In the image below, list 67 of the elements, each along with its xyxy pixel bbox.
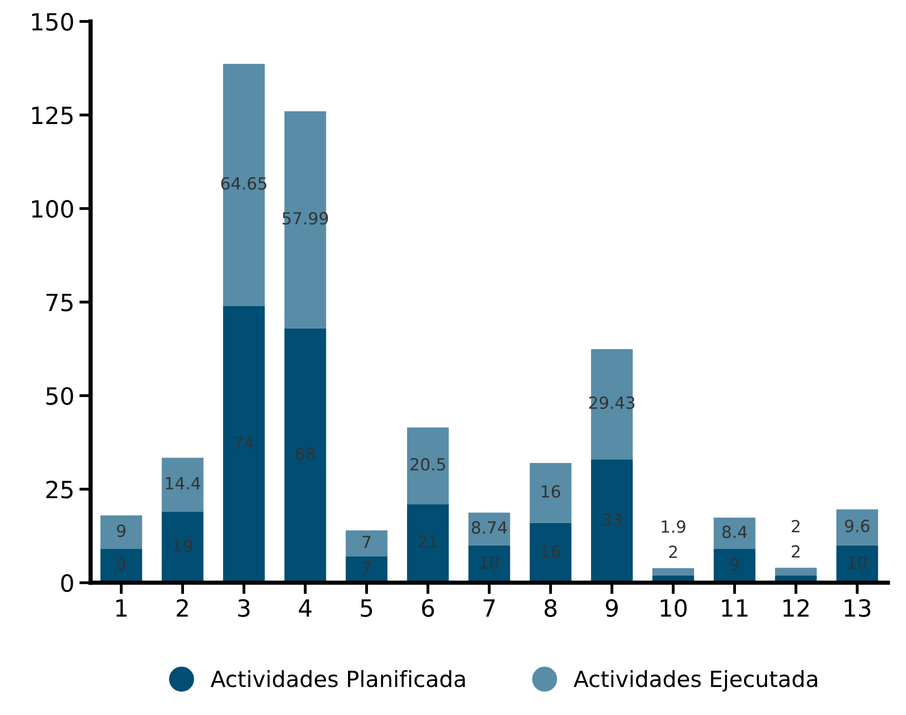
bar	[714, 549, 756, 583]
legend-label: Actividades Ejecutada	[574, 670, 818, 692]
y-tick-label: 25	[46, 480, 73, 498]
x-tick-label: 1	[116, 599, 127, 617]
bar	[162, 512, 204, 583]
bar	[836, 509, 878, 546]
y-tick-label: 150	[32, 12, 74, 31]
bar	[591, 459, 633, 583]
x-tick-label: 5	[360, 599, 372, 617]
x-tick-label: 12	[783, 599, 809, 617]
data-label: 9	[117, 524, 126, 538]
data-label: 21	[418, 536, 437, 548]
bar	[530, 462, 572, 523]
bar	[714, 518, 756, 550]
data-label: 10	[480, 556, 499, 569]
data-label: 7	[362, 536, 370, 548]
legend-label: Actividades Planificada	[210, 670, 465, 688]
data-label: 9	[730, 558, 739, 571]
data-label: 20.5	[410, 458, 446, 471]
data-label: 1.9	[662, 520, 686, 533]
data-label: 74	[234, 436, 254, 449]
bar	[223, 306, 265, 583]
bar	[346, 556, 388, 583]
x-tick-label: 3	[238, 599, 250, 617]
bar	[284, 111, 326, 328]
bar	[223, 64, 265, 306]
x-tick-label: 11	[722, 599, 748, 617]
bar	[468, 512, 510, 546]
data-label: 2	[792, 520, 800, 532]
y-tick-label: 100	[32, 200, 74, 218]
data-label: 7	[362, 562, 370, 574]
data-label: 16	[542, 545, 560, 558]
bar	[407, 504, 449, 583]
data-label: 14.4	[166, 477, 200, 490]
bar	[100, 549, 142, 583]
x-tick-label: 2	[176, 599, 188, 617]
x-tick-label: 8	[544, 599, 556, 617]
bar	[407, 427, 449, 504]
x-tick-label: 4	[298, 599, 312, 617]
x-tick-label: 7	[484, 599, 495, 617]
data-label: 19	[174, 539, 192, 552]
x-tick-label: 9	[606, 599, 618, 617]
bar	[284, 328, 326, 583]
y-tick-label: 125	[32, 106, 73, 124]
x-tick-label: 10	[660, 599, 687, 617]
bar	[100, 515, 142, 550]
bar	[162, 458, 204, 512]
data-label: 68	[296, 448, 315, 460]
data-label: 8.74	[472, 521, 507, 534]
bar	[591, 349, 633, 460]
data-label: 9.6	[845, 520, 870, 532]
x-tick-label: 13	[844, 599, 870, 617]
y-tick-label: 50	[46, 387, 74, 405]
data-label: 2	[669, 546, 677, 558]
data-label: 8.4	[722, 526, 747, 538]
bar	[652, 568, 694, 576]
data-label: 9	[117, 558, 126, 571]
x-tick-label: 6	[422, 599, 434, 617]
y-tick-label: 0	[61, 574, 74, 592]
bar	[530, 522, 572, 583]
y-tick-label: 75	[46, 294, 73, 312]
data-label: 16	[542, 485, 560, 498]
data-label: 33	[602, 513, 622, 526]
bar	[346, 530, 388, 557]
data-label: 2	[792, 545, 800, 558]
bar	[775, 568, 817, 576]
data-label: 10	[848, 556, 867, 569]
